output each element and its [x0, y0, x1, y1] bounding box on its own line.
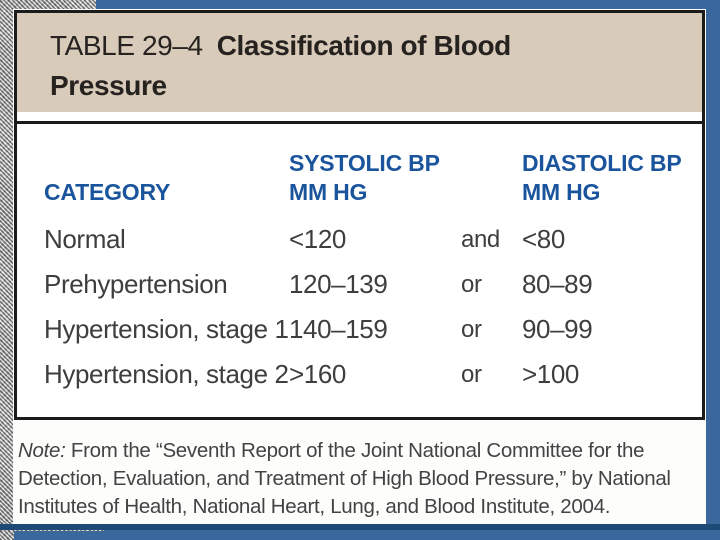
row-hypertension-stage2-conjunction: or	[461, 360, 482, 388]
column-header-conjunction-spacer	[461, 124, 522, 217]
column-header-diastolic-line2: MM HG	[522, 179, 601, 205]
table-grid: CATEGORY SYSTOLIC BP MM HG DIASTOLIC BP …	[17, 124, 702, 397]
row-prehypertension-systolic: 120–139	[289, 269, 388, 299]
column-header-category-label: CATEGORY	[44, 179, 171, 205]
row-prehypertension-diastolic: 80–89	[522, 269, 593, 299]
row-prehypertension-conjunction: or	[461, 270, 482, 298]
source-note: Note: From the “Seventh Report of the Jo…	[18, 437, 704, 521]
column-header-category: CATEGORY	[44, 124, 289, 217]
scan-edge-texture-top	[0, 0, 96, 10]
row-normal-category: Normal	[44, 224, 126, 254]
column-header-diastolic: DIASTOLIC BP MM HG	[522, 124, 702, 217]
slide-bottom-rule	[0, 524, 720, 530]
column-header-diastolic-line1: DIASTOLIC BP	[522, 150, 682, 176]
row-hypertension-stage1-category: Hypertension, stage 1	[44, 314, 289, 344]
table-title: TABLE 29–4 Classification of Blood Pressu…	[50, 26, 610, 106]
table-title-band: TABLE 29–4 Classification of Blood Pressu…	[17, 13, 702, 112]
header-rule	[17, 121, 702, 124]
table-number-label: TABLE 29–4	[50, 30, 203, 61]
scanned-page: TABLE 29–4 Classification of Blood Pressu…	[13, 9, 706, 524]
row-hypertension-stage2-systolic: >160	[289, 359, 346, 389]
source-note-label: Note:	[18, 439, 66, 462]
row-hypertension-stage1-systolic: 140–159	[289, 314, 388, 344]
column-header-systolic: SYSTOLIC BP MM HG	[289, 124, 461, 217]
row-normal-conjunction: and	[461, 225, 500, 253]
scan-edge-texture-left	[0, 0, 14, 540]
table-title-text: Classification of Blood Pressure	[50, 30, 511, 101]
row-hypertension-stage2-diastolic: >100	[522, 359, 579, 389]
row-normal-diastolic: <80	[522, 224, 565, 254]
blood-pressure-table: TABLE 29–4 Classification of Blood Pressu…	[14, 10, 705, 420]
row-hypertension-stage1-conjunction: or	[461, 315, 482, 343]
column-header-systolic-line2: MM HG	[289, 179, 368, 205]
row-normal-systolic: <120	[289, 224, 346, 254]
row-hypertension-stage1-diastolic: 90–99	[522, 314, 593, 344]
header-gap	[17, 112, 702, 121]
row-hypertension-stage2-category: Hypertension, stage 2	[44, 359, 289, 389]
source-note-text: From the “Seventh Report of the Joint Na…	[18, 439, 671, 518]
column-header-systolic-line1: SYSTOLIC BP	[289, 150, 440, 176]
row-prehypertension-category: Prehypertension	[44, 269, 228, 299]
